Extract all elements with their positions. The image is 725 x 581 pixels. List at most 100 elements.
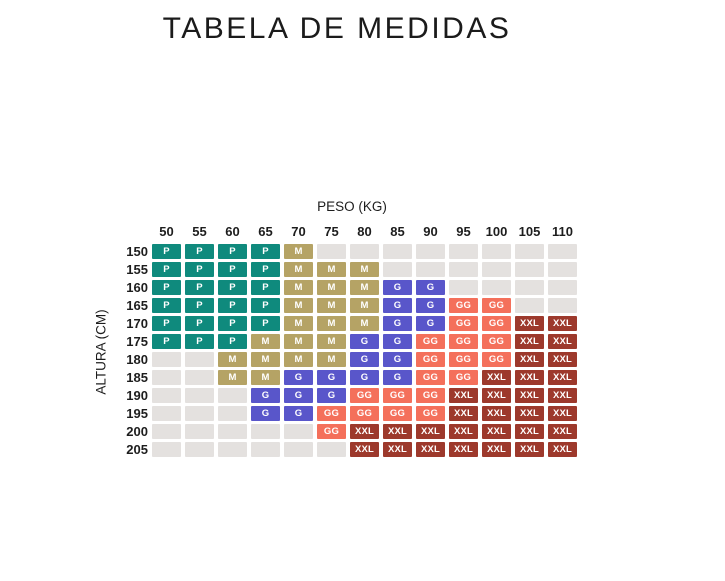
size-cell: G bbox=[383, 370, 412, 385]
size-cell: M bbox=[317, 262, 346, 277]
empty-cell bbox=[218, 442, 247, 457]
size-cell: XXL bbox=[383, 442, 412, 457]
size-cell: P bbox=[185, 334, 214, 349]
heatmap-grid: 150 P P P P M 155 P P P P M M M 160 P P P P M M M G G 165 P P P P M M M… bbox=[114, 244, 581, 457]
size-cell: XXL bbox=[548, 334, 577, 349]
size-cell: GG bbox=[317, 424, 346, 439]
empty-cell bbox=[251, 424, 280, 439]
size-cell: G bbox=[350, 334, 379, 349]
size-cell: G bbox=[284, 388, 313, 403]
size-cell: G bbox=[383, 298, 412, 313]
size-cell: G bbox=[383, 352, 412, 367]
size-cell: GG bbox=[416, 352, 445, 367]
size-cell: XXL bbox=[515, 388, 544, 403]
size-cell: P bbox=[152, 334, 181, 349]
empty-cell bbox=[317, 442, 346, 457]
size-cell: XXL bbox=[482, 424, 511, 439]
size-cell: M bbox=[284, 334, 313, 349]
empty-cell bbox=[152, 442, 181, 457]
y-tick-label: 180 bbox=[126, 352, 148, 367]
size-cell: G bbox=[383, 280, 412, 295]
empty-cell bbox=[218, 406, 247, 421]
size-cell: P bbox=[218, 244, 247, 259]
empty-cell bbox=[284, 442, 313, 457]
size-cell: XXL bbox=[515, 442, 544, 457]
size-cell: GG bbox=[482, 334, 511, 349]
size-cell: XXL bbox=[548, 424, 577, 439]
heatmap-row: 150 P P P P M bbox=[114, 244, 581, 259]
empty-cell bbox=[449, 262, 478, 277]
size-cell: M bbox=[317, 280, 346, 295]
size-cell: G bbox=[383, 316, 412, 331]
size-cell: M bbox=[317, 352, 346, 367]
size-cell: GG bbox=[482, 298, 511, 313]
x-tick-label: 50 bbox=[159, 224, 174, 239]
y-tick-label: 205 bbox=[126, 442, 148, 457]
x-tick-label: 55 bbox=[192, 224, 207, 239]
empty-cell bbox=[152, 424, 181, 439]
empty-cell bbox=[185, 424, 214, 439]
size-cell: XXL bbox=[482, 406, 511, 421]
x-tick-label: 105 bbox=[518, 224, 541, 239]
size-cell: XXL bbox=[449, 406, 478, 421]
x-tick-label: 65 bbox=[258, 224, 273, 239]
size-cell: P bbox=[218, 262, 247, 277]
y-tick-label: 185 bbox=[126, 370, 148, 385]
y-tick-label: 175 bbox=[126, 334, 148, 349]
size-cell: XXL bbox=[548, 388, 577, 403]
empty-cell bbox=[152, 406, 181, 421]
heatmap-row: 170 P P P P M M M G G GG GG XXL XXL bbox=[114, 316, 581, 331]
size-cell: XXL bbox=[515, 352, 544, 367]
empty-cell bbox=[482, 280, 511, 295]
size-cell: GG bbox=[350, 388, 379, 403]
empty-cell bbox=[185, 388, 214, 403]
size-cell: XXL bbox=[515, 424, 544, 439]
x-tick-label: 80 bbox=[357, 224, 372, 239]
size-cell: M bbox=[284, 298, 313, 313]
size-cell: P bbox=[185, 244, 214, 259]
empty-cell bbox=[482, 262, 511, 277]
x-tick-label: 100 bbox=[485, 224, 508, 239]
y-axis-title: ALTURA (CM) bbox=[93, 309, 109, 395]
size-cell: XXL bbox=[482, 442, 511, 457]
size-cell: M bbox=[350, 298, 379, 313]
empty-cell bbox=[548, 244, 577, 259]
size-cell: P bbox=[185, 316, 214, 331]
size-cell: G bbox=[317, 370, 346, 385]
empty-cell bbox=[515, 280, 544, 295]
size-cell: XXL bbox=[383, 424, 412, 439]
empty-cell bbox=[482, 244, 511, 259]
size-cell: GG bbox=[449, 334, 478, 349]
heatmap-row: 160 P P P P M M M G G bbox=[114, 280, 581, 295]
heatmap-row: 190 G G G GG GG GG XXL XXL XXL XXL bbox=[114, 388, 581, 403]
x-axis-title: PESO (KG) bbox=[317, 199, 387, 214]
size-cell: P bbox=[185, 280, 214, 295]
size-cell: XXL bbox=[416, 424, 445, 439]
size-cell: GG bbox=[482, 316, 511, 331]
size-cell: G bbox=[416, 298, 445, 313]
size-cell: P bbox=[218, 334, 247, 349]
size-cell: P bbox=[251, 316, 280, 331]
empty-cell bbox=[185, 370, 214, 385]
size-cell: GG bbox=[482, 352, 511, 367]
empty-cell bbox=[218, 424, 247, 439]
empty-cell bbox=[185, 442, 214, 457]
size-cell: G bbox=[284, 406, 313, 421]
heatmap-row: 195 G G GG GG GG GG XXL XXL XXL XXL bbox=[114, 406, 581, 421]
size-cell: P bbox=[218, 280, 247, 295]
y-tick-label: 200 bbox=[126, 424, 148, 439]
empty-cell bbox=[152, 352, 181, 367]
size-cell: G bbox=[284, 370, 313, 385]
y-tick-label: 150 bbox=[126, 244, 148, 259]
size-cell: P bbox=[251, 280, 280, 295]
size-cell: G bbox=[350, 352, 379, 367]
size-cell: XXL bbox=[449, 442, 478, 457]
y-tick-label: 155 bbox=[126, 262, 148, 277]
size-cell: P bbox=[152, 298, 181, 313]
size-cell: M bbox=[284, 352, 313, 367]
size-cell: XXL bbox=[482, 370, 511, 385]
size-cell: P bbox=[251, 262, 280, 277]
size-cell: P bbox=[152, 244, 181, 259]
y-tick-label: 170 bbox=[126, 316, 148, 331]
empty-cell bbox=[383, 262, 412, 277]
